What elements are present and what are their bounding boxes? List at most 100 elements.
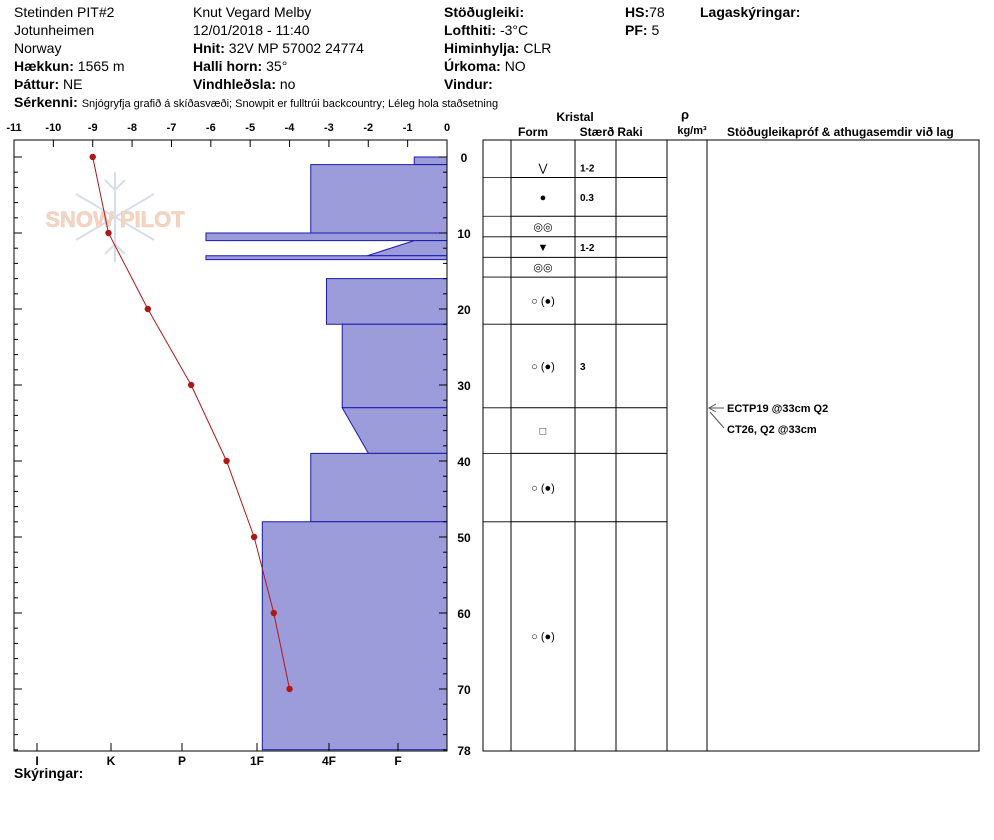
temperature-point-0 [89,153,96,161]
row-form-9: ○ (●) [531,631,555,643]
airtemp-value: -3°C [499,22,529,38]
precip-value: NO [504,58,526,74]
hardness-layer-9 [261,521,448,751]
temp-tick-label-2: -9 [88,122,98,134]
observer-info: Knut Vegard Melby 12/01/2018 - 11:40 Hni… [193,3,364,93]
temperature-point-6 [270,609,277,617]
depth-tick-label-2: 20 [457,303,471,317]
row-size-0: 1-2 [580,163,595,174]
test-ct: CT26, Q2 @33cm [727,424,817,436]
row-form-4: ◎◎ [533,262,552,274]
coords-label: Hnit: [193,40,225,56]
elevation-label: Hækkun: [14,58,74,74]
temperature-point-7 [286,685,293,693]
hardness-layers [205,156,448,751]
depth-tick-label-4: 40 [457,455,471,469]
site-info: Stetinden PIT#2 Jotunheimen Norway Hækku… [14,3,125,93]
depth-tick-label-6: 60 [457,607,471,621]
temperature-point-4 [223,457,230,465]
density-unit: kg/m³ [677,125,707,137]
features-value: Snjógryfja grafið á skíðasvæði; Snowpit … [81,98,499,110]
pf: PF: 5 [625,21,665,39]
stability-label: Stöðugleiki: [444,4,525,20]
slope-value: 35° [266,58,288,74]
watermark-text: SNOW PILOT [45,207,185,232]
table-frame [482,139,980,752]
hardness-tick-label-2: P [178,754,186,768]
temp-tick-label-1: -10 [45,122,61,134]
depth-tick-label-5: 50 [457,531,471,545]
snowflake-icon [75,172,155,262]
hardness-layer-0 [413,156,448,166]
comments-header: Stöðugleikapróf & athugasemdir við lag [727,125,954,139]
layer-notes-label: Lagaskýringar: [700,4,801,20]
aspect-label: Þáttur: [14,76,60,92]
hardness-layer-7 [341,407,448,454]
row-form-3: ▼ [538,242,549,254]
slope-label: Halli horn: [193,58,263,74]
pf-value: 5 [651,22,660,38]
row-form-2: ◎◎ [533,222,552,234]
features: Sérkenni: Snjógryfja grafið á skíðasvæði… [14,93,498,113]
temp-tick-label-0: -11 [6,122,21,134]
hardness-tick-label-4: 4F [322,754,336,768]
row-size-1: 0.3 [580,193,594,204]
temperature-line [92,156,291,690]
footer-notes: Skýringar: [14,764,83,782]
snow-depth-info: HS:78 PF: 5 [625,3,665,39]
observer-name: Knut Vegard Melby [193,4,312,20]
air-temp: Lofthiti: -3°C [444,21,551,39]
temperature-profile [89,153,293,693]
layer-notes: Lagaskýringar: [700,3,800,21]
row-form-7: □ [540,426,547,438]
wind-load-label: Vindhleðsla: [193,76,276,92]
weather-info: Stöðugleiki: Lofthiti: -3°C Himinhylja: … [444,3,551,93]
hardness-layer-1 [310,164,448,234]
hardness-layer-3 [366,240,448,257]
temp-tick-label-8: -3 [324,122,334,134]
temp-tick-label-3: -8 [127,122,137,134]
crystal-header: Kristal [556,110,593,124]
observation-datetime: 12/01/2018 - 11:40 [193,22,310,38]
density-symbol: ρ [681,107,689,122]
airtemp-label: Lofthiti: [444,22,497,38]
wind-label: Vindur: [444,76,493,92]
slope-angle: Halli horn: 35° [193,57,364,75]
hs-value: 78 [649,4,665,20]
precip-label: Úrkoma: [444,58,501,74]
temp-tick-label-5: -6 [206,122,216,134]
features-label: Sérkenni: [14,94,78,110]
test-ectp: ECTP19 @33cm Q2 [727,403,828,415]
temp-tick-label-10: -1 [403,122,413,134]
sky-label: Himinhylja: [444,40,520,56]
aspect: Þáttur: NE [14,75,125,93]
row-size-3: 1-2 [580,243,595,254]
stratigraphy-table: Kristal Form Stærð Raki ρ kg/m³ Stöðugle… [482,107,980,752]
wind-loading: Vindhleðsla: no [193,75,364,93]
depth-tick-label-8: 78 [457,744,471,758]
stability: Stöðugleiki: [444,3,551,21]
row-form-6: ○ (●) [531,361,555,373]
country: Norway [14,40,62,56]
row-form-5: ○ (●) [531,296,555,308]
coordinates: Hnit: 32V MP 57002 24774 [193,39,364,57]
hardness-layer-5 [325,278,448,325]
hardness-tick-label-1: K [107,754,116,768]
sky-value: CLR [523,40,552,56]
depth-tick-label-1: 10 [457,227,471,241]
coords-value: 32V MP 57002 24774 [228,40,364,56]
pf-label: PF: [625,22,648,38]
temperature-axis: -11 -10 -9 -8 -7 -6 -5 -4 -3 -2 -1 0 [6,122,450,147]
temp-tick-label-11: 0 [444,122,450,134]
form-header: Form [518,125,548,139]
temp-tick-label-4: -7 [167,122,177,134]
row-form-8: ○ (●) [531,483,555,495]
snowpilot-watermark: SNOW PILOT [45,172,185,262]
depth-tick-label-7: 70 [457,683,471,697]
wind-load-value: no [279,76,296,92]
hardness-tick-label-0: I [35,754,38,768]
hardness-layer-2 [205,232,448,242]
sky-cover: Himinhylja: CLR [444,39,551,57]
hs: HS:78 [625,3,665,21]
hardness-layer-4 [205,255,448,261]
